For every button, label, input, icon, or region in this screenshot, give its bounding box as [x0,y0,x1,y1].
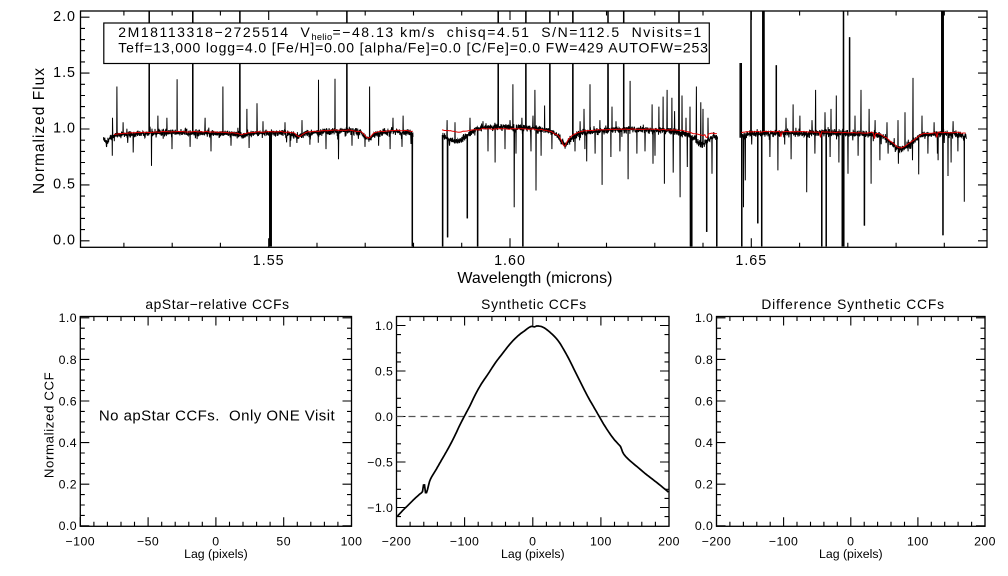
svg-text:−50: −50 [137,534,159,548]
svg-text:apStar−relative CCFs: apStar−relative CCFs [145,297,289,312]
svg-text:Teff=13,000 logg=4.0 [Fe/H]=0.: Teff=13,000 logg=4.0 [Fe/H]=0.00 [alpha/… [118,40,709,56]
svg-text:Synthetic CCFs: Synthetic CCFs [481,297,587,312]
svg-text:−0.5: −0.5 [367,455,393,469]
svg-text:100: 100 [590,534,612,548]
svg-text:0.0: 0.0 [375,410,393,424]
svg-text:1.60: 1.60 [494,253,526,269]
svg-text:Lag (pixels): Lag (pixels) [501,547,565,561]
svg-text:1.0: 1.0 [59,311,77,325]
svg-text:1.55: 1.55 [253,253,285,269]
svg-text:0.4: 0.4 [695,436,713,450]
svg-text:0: 0 [212,534,219,548]
svg-text:1.0: 1.0 [695,311,713,325]
svg-text:0.2: 0.2 [695,478,713,492]
svg-text:50: 50 [276,534,291,548]
svg-text:0.5: 0.5 [375,364,393,378]
svg-text:Normalized Flux: Normalized Flux [31,67,48,194]
svg-text:Lag (pixels): Lag (pixels) [819,547,883,561]
svg-text:200: 200 [974,534,996,548]
svg-text:200: 200 [658,534,680,548]
svg-text:0.2: 0.2 [59,478,77,492]
svg-text:−200: −200 [702,534,732,548]
svg-text:1.0: 1.0 [53,121,76,137]
svg-text:−100: −100 [769,534,799,548]
svg-text:100: 100 [907,534,929,548]
svg-text:0.0: 0.0 [53,233,76,249]
svg-text:0.4: 0.4 [59,436,77,450]
svg-text:2.0: 2.0 [53,9,76,25]
svg-text:Lag (pixels): Lag (pixels) [184,547,248,561]
svg-text:0.6: 0.6 [695,394,713,408]
svg-text:100: 100 [341,534,363,548]
svg-text:Normalized CCF: Normalized CCF [41,372,56,479]
svg-text:0.5: 0.5 [53,177,76,193]
svg-text:−100: −100 [66,534,96,548]
svg-text:Difference Synthetic CCFs: Difference Synthetic CCFs [761,297,945,312]
svg-text:0.0: 0.0 [59,519,77,533]
svg-text:No apStar CCFs. Only ONE Visi: No apStar CCFs. Only ONE Visit [99,408,336,425]
svg-text:−100: −100 [450,534,480,548]
svg-text:0.8: 0.8 [59,353,77,367]
svg-text:−200: −200 [382,534,412,548]
svg-text:2M18113318−2725514 Vhelio=−48: 2M18113318−2725514 Vhelio=−48.13 km/s ch… [118,24,702,42]
svg-text:−1.0: −1.0 [367,501,393,515]
svg-text:1.65: 1.65 [735,253,767,269]
svg-text:1.0: 1.0 [375,319,393,333]
svg-text:0.0: 0.0 [695,519,713,533]
svg-text:Wavelength (microns): Wavelength (microns) [457,270,612,287]
svg-text:0: 0 [847,534,854,548]
svg-text:1.5: 1.5 [53,65,76,81]
svg-text:0: 0 [529,534,536,548]
svg-text:0.8: 0.8 [695,353,713,367]
svg-text:0.6: 0.6 [59,394,77,408]
